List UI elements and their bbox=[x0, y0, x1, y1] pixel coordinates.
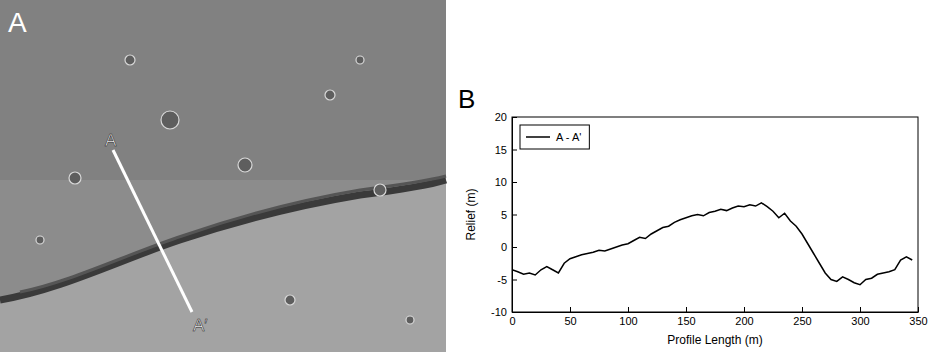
y-tick: 0 bbox=[501, 241, 517, 253]
scarp-shadow bbox=[20, 176, 446, 292]
crater bbox=[406, 316, 414, 324]
x-tick: 250 bbox=[793, 307, 811, 327]
plot-frame bbox=[512, 117, 918, 312]
legend-box bbox=[520, 125, 589, 149]
image-panel: A A′ A bbox=[0, 0, 446, 352]
x-tick: 150 bbox=[677, 307, 695, 327]
crater bbox=[69, 172, 81, 184]
x-tick-label: 200 bbox=[735, 315, 753, 327]
x-axis-title: Profile Length (m) bbox=[667, 333, 762, 347]
crater bbox=[356, 56, 364, 64]
x-tick-mark bbox=[802, 307, 803, 312]
profile-end-label: A′ bbox=[193, 316, 208, 335]
x-tick: 350 bbox=[909, 307, 927, 327]
x-axis-line bbox=[513, 312, 919, 313]
y-tick-label: -5 bbox=[497, 274, 507, 286]
x-tick-label: 100 bbox=[619, 315, 637, 327]
x-tick-label: 250 bbox=[793, 315, 811, 327]
crater bbox=[161, 111, 179, 129]
x-tick-mark bbox=[860, 307, 861, 312]
x-tick-label: 50 bbox=[564, 315, 576, 327]
y-tick-mark bbox=[512, 117, 517, 118]
profile-line bbox=[113, 150, 192, 312]
legend-swatch bbox=[526, 136, 550, 138]
x-tick: 300 bbox=[851, 307, 869, 327]
crater bbox=[325, 90, 335, 100]
figure: A A′ A B 0 50 100 150 200 250 300 350 -10 -5 0 5 10 15 20 P… bbox=[0, 0, 928, 352]
y-tick: -10 bbox=[491, 306, 517, 318]
y-axis: -10 -5 0 5 10 15 20 bbox=[491, 111, 517, 318]
x-tick: 200 bbox=[735, 307, 753, 327]
x-tick-mark bbox=[570, 307, 571, 312]
image-background bbox=[0, 0, 446, 352]
legend: A - A' bbox=[520, 125, 589, 149]
x-tick-mark bbox=[918, 307, 919, 312]
x-tick-label: 300 bbox=[851, 315, 869, 327]
image-lower-terrain bbox=[0, 180, 446, 352]
profile-start-label: A bbox=[105, 131, 117, 150]
x-tick-label: 150 bbox=[677, 315, 695, 327]
data-line bbox=[512, 203, 912, 285]
crater bbox=[374, 184, 386, 196]
y-tick: 20 bbox=[495, 111, 517, 123]
y-tick-label: 10 bbox=[495, 176, 507, 188]
y-tick-label: 15 bbox=[495, 144, 507, 156]
y-tick-label: -10 bbox=[491, 306, 507, 318]
y-tick: 5 bbox=[501, 209, 517, 221]
x-tick: 50 bbox=[564, 307, 576, 327]
y-tick-mark bbox=[512, 150, 517, 151]
y-axis-title: Relief (m) bbox=[464, 188, 478, 240]
image-shade bbox=[0, 0, 446, 180]
scarp bbox=[0, 180, 446, 300]
panel-label: A bbox=[8, 7, 27, 38]
x-tick-label: 350 bbox=[909, 315, 927, 327]
x-axis: 0 50 100 150 200 250 300 350 bbox=[509, 307, 927, 327]
y-tick-label: 20 bbox=[495, 111, 507, 123]
y-tick: 10 bbox=[495, 176, 517, 188]
x-tick-mark bbox=[628, 307, 629, 312]
x-tick-mark bbox=[686, 307, 687, 312]
panel-label: B bbox=[458, 84, 475, 114]
x-tick: 100 bbox=[619, 307, 637, 327]
y-tick-mark bbox=[512, 247, 517, 248]
y-tick-label: 0 bbox=[501, 241, 507, 253]
lines bbox=[512, 203, 912, 285]
y-tick-label: 5 bbox=[501, 209, 507, 221]
x-tick-label: 0 bbox=[509, 315, 515, 327]
y-tick: -5 bbox=[497, 274, 517, 286]
y-tick-mark bbox=[512, 280, 517, 281]
crater bbox=[36, 236, 44, 244]
legend-label: A - A' bbox=[556, 131, 581, 143]
y-tick-mark bbox=[512, 312, 517, 313]
crater bbox=[285, 295, 295, 305]
crater bbox=[125, 55, 135, 65]
crater bbox=[238, 158, 252, 172]
y-tick-mark bbox=[512, 182, 517, 183]
y-tick-mark bbox=[512, 215, 517, 216]
y-tick: 15 bbox=[495, 144, 517, 156]
x-tick-mark bbox=[744, 307, 745, 312]
